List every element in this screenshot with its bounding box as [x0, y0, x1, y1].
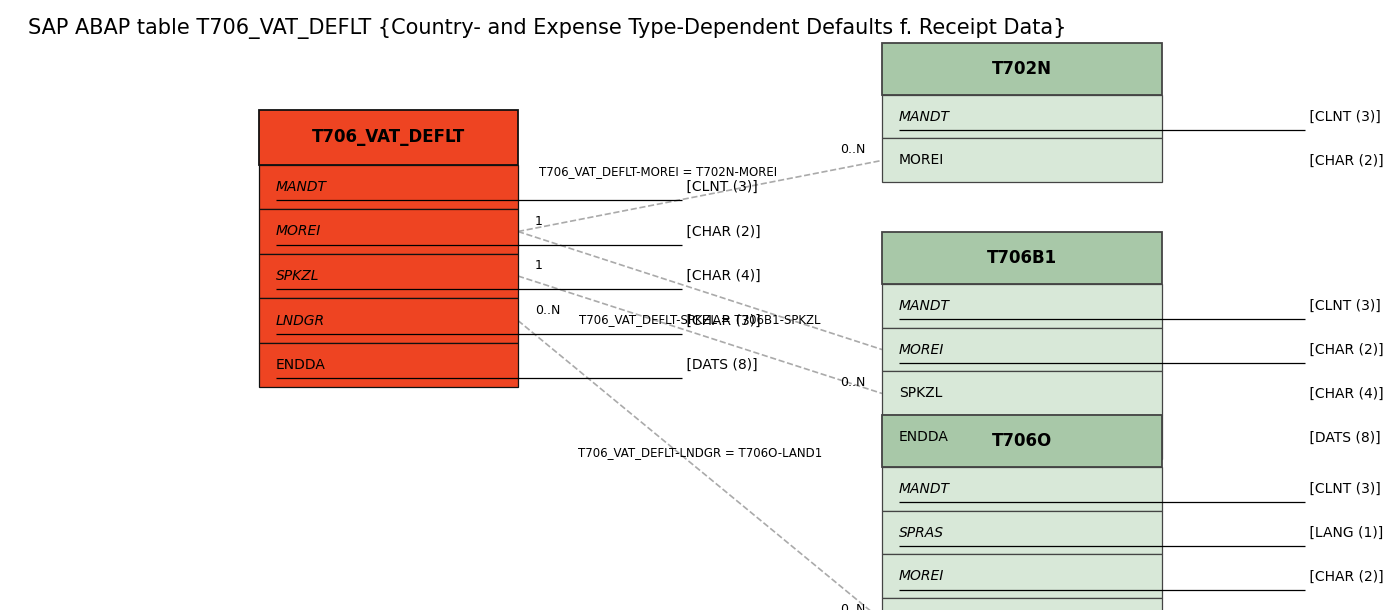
Text: SPKZL: SPKZL	[276, 269, 319, 283]
Text: LNDGR: LNDGR	[276, 314, 325, 328]
Text: T706_VAT_DEFLT-SPKZL = T706B1-SPKZL: T706_VAT_DEFLT-SPKZL = T706B1-SPKZL	[580, 313, 820, 326]
Text: T706O: T706O	[991, 432, 1053, 450]
Text: 0..N: 0..N	[840, 376, 865, 389]
Text: MANDT: MANDT	[276, 180, 326, 194]
Text: SAP ABAP table T706_VAT_DEFLT {Country- and Expense Type-Dependent Defaults f. R: SAP ABAP table T706_VAT_DEFLT {Country- …	[28, 18, 1067, 39]
Text: 0..N: 0..N	[535, 304, 560, 317]
FancyBboxPatch shape	[882, 371, 1162, 415]
Text: T706_VAT_DEFLT-LNDGR = T706O-LAND1: T706_VAT_DEFLT-LNDGR = T706O-LAND1	[578, 446, 822, 459]
Text: [CLNT (3)]: [CLNT (3)]	[1305, 110, 1380, 123]
FancyBboxPatch shape	[259, 110, 518, 165]
Text: [CHAR (3)]: [CHAR (3)]	[682, 314, 760, 328]
FancyBboxPatch shape	[882, 467, 1162, 511]
Text: [CLNT (3)]: [CLNT (3)]	[1305, 299, 1380, 312]
FancyBboxPatch shape	[882, 511, 1162, 554]
Text: [CLNT (3)]: [CLNT (3)]	[1305, 482, 1380, 495]
Text: SPKZL: SPKZL	[899, 387, 942, 400]
Text: T706B1: T706B1	[987, 249, 1057, 267]
Text: 1: 1	[535, 215, 543, 228]
Text: MOREI: MOREI	[276, 224, 321, 239]
Text: [DATS (8)]: [DATS (8)]	[1305, 431, 1380, 444]
Text: SPRAS: SPRAS	[899, 526, 944, 539]
FancyBboxPatch shape	[882, 415, 1162, 467]
Text: [CHAR (2)]: [CHAR (2)]	[1305, 570, 1383, 583]
Text: T706_VAT_DEFLT-MOREI = T702N-MOREI: T706_VAT_DEFLT-MOREI = T702N-MOREI	[539, 165, 777, 178]
Text: [CHAR (2)]: [CHAR (2)]	[682, 224, 760, 239]
Text: T706_VAT_DEFLT: T706_VAT_DEFLT	[312, 128, 465, 146]
Text: [CLNT (3)]: [CLNT (3)]	[682, 180, 757, 194]
FancyBboxPatch shape	[882, 328, 1162, 371]
FancyBboxPatch shape	[259, 298, 518, 343]
Text: MOREI: MOREI	[899, 570, 944, 583]
Text: ENDDA: ENDDA	[899, 431, 949, 444]
Text: MANDT: MANDT	[899, 482, 949, 495]
FancyBboxPatch shape	[882, 415, 1162, 459]
FancyBboxPatch shape	[882, 232, 1162, 284]
FancyBboxPatch shape	[259, 254, 518, 298]
FancyBboxPatch shape	[882, 554, 1162, 598]
FancyBboxPatch shape	[259, 343, 518, 387]
Text: MOREI: MOREI	[899, 154, 944, 167]
Text: [LANG (1)]: [LANG (1)]	[1305, 526, 1383, 539]
FancyBboxPatch shape	[882, 284, 1162, 328]
Text: 1: 1	[535, 259, 543, 272]
FancyBboxPatch shape	[882, 43, 1162, 95]
FancyBboxPatch shape	[882, 138, 1162, 182]
Text: 0..N: 0..N	[840, 603, 865, 610]
Text: 0..N: 0..N	[840, 143, 865, 156]
Text: MANDT: MANDT	[899, 299, 949, 312]
FancyBboxPatch shape	[882, 598, 1162, 610]
Text: ENDDA: ENDDA	[276, 358, 326, 372]
Text: T702N: T702N	[993, 60, 1051, 77]
Text: MOREI: MOREI	[899, 343, 944, 356]
Text: [CHAR (4)]: [CHAR (4)]	[682, 269, 760, 283]
Text: MANDT: MANDT	[899, 110, 949, 123]
FancyBboxPatch shape	[259, 165, 518, 209]
Text: [CHAR (4)]: [CHAR (4)]	[1305, 387, 1383, 400]
Text: [DATS (8)]: [DATS (8)]	[682, 358, 757, 372]
FancyBboxPatch shape	[259, 209, 518, 254]
Text: [CHAR (2)]: [CHAR (2)]	[1305, 343, 1383, 356]
FancyBboxPatch shape	[882, 95, 1162, 138]
Text: [CHAR (2)]: [CHAR (2)]	[1305, 154, 1383, 167]
